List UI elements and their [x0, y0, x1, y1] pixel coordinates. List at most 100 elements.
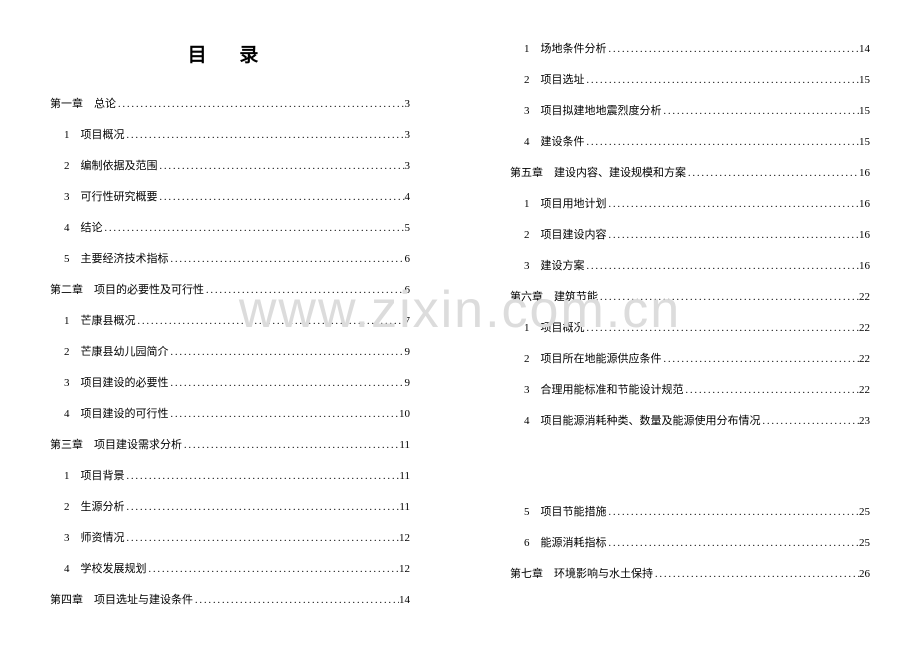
toc-leader-dots	[684, 385, 860, 396]
toc-chapter-row: 第五章 建设内容、建设规模和方案16	[510, 164, 870, 180]
toc-section-row: 4 学校发展规划12	[64, 560, 410, 576]
toc-label: 1 项目概况	[64, 126, 125, 142]
toc-section-row: 1 项目概况22	[524, 319, 870, 335]
toc-page-number: 25	[859, 537, 870, 549]
toc-page-number: 15	[859, 105, 870, 117]
toc-section-row: 1 项目背景11	[64, 467, 410, 483]
toc-right-list: 1 场地条件分析142 项目选址153 项目拟建地地震烈度分析154 建设条件1…	[510, 40, 870, 581]
toc-page-number: 22	[859, 291, 870, 303]
toc-section-row: 1 场地条件分析 14	[524, 40, 870, 56]
toc-page-number: 16	[859, 229, 870, 241]
toc-page-number: 16	[859, 167, 870, 179]
toc-leader-dots	[686, 168, 859, 179]
toc-page-number: 22	[859, 353, 870, 365]
toc-section-row: 2 芒康县幼儿园简介 9	[64, 343, 410, 359]
toc-leader-dots	[607, 507, 860, 518]
toc-label: 2 项目建设内容	[524, 226, 607, 242]
toc-leader-dots	[607, 199, 860, 210]
toc-leader-dots	[169, 347, 405, 358]
toc-page-number: 3	[405, 160, 411, 172]
toc-label: 第四章 项目选址与建设条件	[50, 591, 193, 607]
toc-label: 2 生源分析	[64, 498, 125, 514]
toc-label: 4 项目建设的可行性	[64, 405, 169, 421]
toc-label: 3 建设方案	[524, 257, 585, 273]
toc-section-row: 3 项目拟建地地震烈度分析 15	[524, 102, 870, 118]
toc-label: 2 编制依据及范围	[64, 157, 158, 173]
toc-label: 5 主要经济技术指标	[64, 250, 169, 266]
toc-label: 第六章 建筑节能	[510, 288, 598, 304]
toc-label: 4 项目能源消耗种类、数量及能源使用分布情况	[524, 412, 761, 428]
toc-page-number: 10	[399, 408, 410, 420]
toc-section-row: 5 项目节能措施25	[524, 503, 870, 519]
toc-page-number: 6	[405, 253, 411, 265]
toc-section-row: 2 项目所在地能源供应条件 22	[524, 350, 870, 366]
toc-leader-dots	[125, 130, 405, 141]
toc-left-list: 第一章 总论31 项目概况32 编制依据及范围33 可行性研究概要44 结论55…	[50, 95, 410, 607]
toc-leader-dots	[662, 354, 860, 365]
toc-leader-dots	[169, 254, 405, 265]
toc-leader-dots	[585, 137, 860, 148]
toc-section-row: 4 项目建设的可行性 10	[64, 405, 410, 421]
toc-gap	[510, 443, 870, 503]
toc-label: 3 项目拟建地地震烈度分析	[524, 102, 662, 118]
toc-label: 1 芒康县概况	[64, 312, 136, 328]
toc-section-row: 4 结论5	[64, 219, 410, 235]
toc-section-row: 1 项目用地计划 16	[524, 195, 870, 211]
toc-label: 第二章 项目的必要性及可行性	[50, 281, 204, 297]
toc-page-number: 9	[405, 346, 411, 358]
toc-page-number: 4	[405, 191, 411, 203]
toc-leader-dots	[662, 106, 860, 117]
toc-label: 6 能源消耗指标	[524, 534, 607, 550]
toc-leader-dots	[125, 471, 400, 482]
toc-section-row: 1 芒康县概况7	[64, 312, 410, 328]
toc-label: 3 可行性研究概要	[64, 188, 158, 204]
toc-leader-dots	[125, 502, 400, 513]
toc-leader-dots	[607, 230, 860, 241]
toc-section-row: 3 师资情况 12	[64, 529, 410, 545]
toc-leader-dots	[585, 261, 860, 272]
toc-page-number: 9	[405, 377, 411, 389]
toc-label: 2 芒康县幼儿园简介	[64, 343, 169, 359]
toc-label: 1 项目概况	[524, 319, 585, 335]
toc-page-number: 5	[405, 222, 411, 234]
toc-page-number: 25	[859, 506, 870, 518]
toc-page-number: 15	[859, 74, 870, 86]
toc-chapter-row: 第三章 项目建设需求分析11	[50, 436, 410, 452]
toc-leader-dots	[103, 223, 405, 234]
toc-label: 3 师资情况	[64, 529, 125, 545]
toc-section-row: 2 生源分析11	[64, 498, 410, 514]
toc-page-number: 23	[859, 415, 870, 427]
toc-label: 1 场地条件分析	[524, 40, 607, 56]
toc-leader-dots	[169, 378, 405, 389]
toc-leader-dots	[204, 285, 405, 296]
toc-page-number: 12	[399, 532, 410, 544]
toc-chapter-row: 第二章 项目的必要性及可行性 6	[50, 281, 410, 297]
toc-leader-dots	[598, 292, 859, 303]
toc-chapter-row: 第四章 项目选址与建设条件 14	[50, 591, 410, 607]
toc-chapter-row: 第一章 总论3	[50, 95, 410, 111]
toc-chapter-row: 第六章 建筑节能 22	[510, 288, 870, 304]
toc-page-number: 11	[399, 470, 410, 482]
toc-section-row: 3 可行性研究概要 4	[64, 188, 410, 204]
toc-leader-dots	[125, 533, 400, 544]
toc-page-number: 12	[399, 563, 410, 575]
toc-page-number: 11	[399, 439, 410, 451]
toc-leader-dots	[147, 564, 400, 575]
toc-page-number: 26	[859, 568, 870, 580]
toc-section-row: 3 项目建设的必要性9	[64, 374, 410, 390]
toc-leader-dots	[193, 595, 399, 606]
toc-page-number: 14	[859, 43, 870, 55]
toc-page-number: 16	[859, 198, 870, 210]
toc-title: 目 录	[50, 40, 410, 67]
toc-page-number: 16	[859, 260, 870, 272]
toc-page-number: 14	[399, 594, 410, 606]
toc-label: 1 项目用地计划	[524, 195, 607, 211]
toc-leader-dots	[116, 99, 405, 110]
toc-label: 第七章 环境影响与水土保持	[510, 565, 653, 581]
toc-page-number: 3	[405, 129, 411, 141]
toc-section-row: 5 主要经济技术指标 6	[64, 250, 410, 266]
toc-section-row: 3 合理用能标准和节能设计规范22	[524, 381, 870, 397]
toc-chapter-row: 第七章 环境影响与水土保持 26	[510, 565, 870, 581]
toc-page-number: 6	[405, 284, 411, 296]
toc-label: 2 项目所在地能源供应条件	[524, 350, 662, 366]
